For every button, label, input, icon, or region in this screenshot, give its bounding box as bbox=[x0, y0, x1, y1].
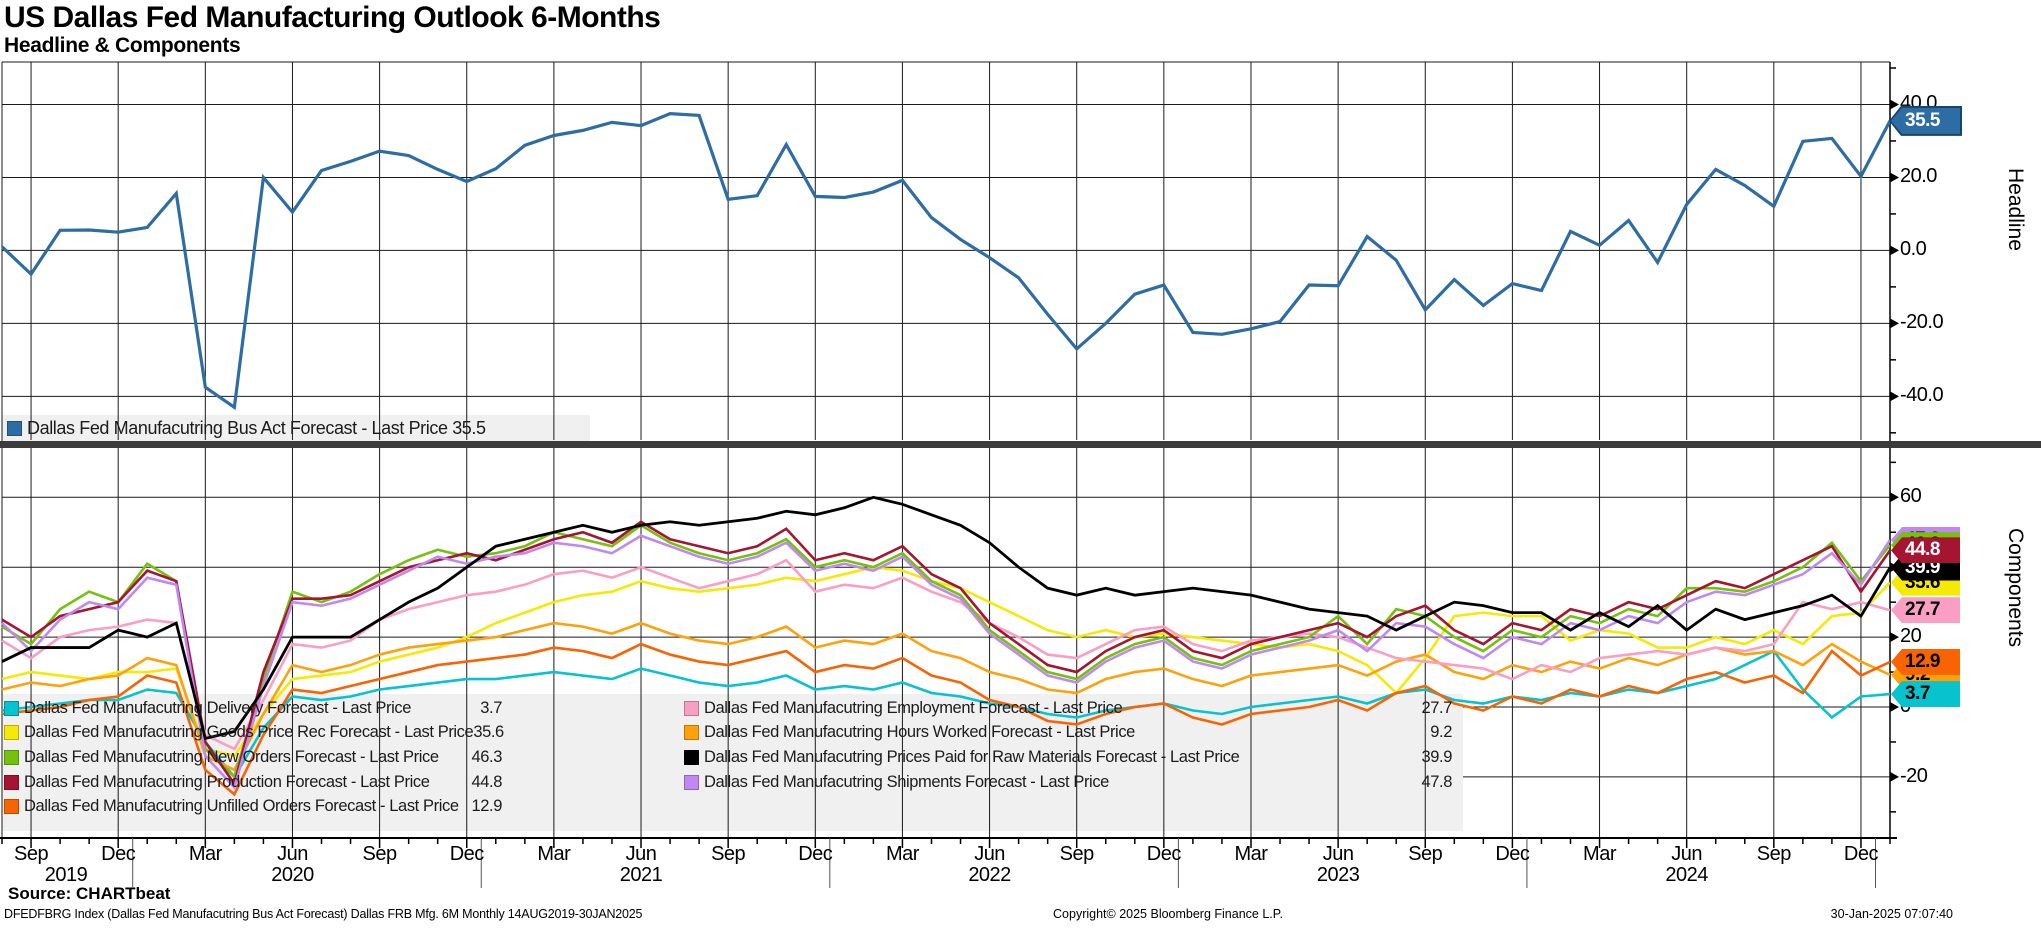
headline-ytick-label: -20.0 bbox=[1900, 311, 1944, 334]
legend-row: Dallas Fed Manufacutring Hours Worked Fo… bbox=[684, 721, 1456, 746]
x-axis-month-label: Jun bbox=[625, 843, 657, 865]
components-ytick-label: 20 bbox=[1900, 625, 1922, 648]
footer-copyright: Copyright© 2025 Bloomberg Finance L.P. bbox=[1053, 907, 1283, 921]
x-axis-month-label: Dec bbox=[449, 843, 485, 865]
legend-series-name: Dallas Fed Manufacutring Unfilled Orders… bbox=[24, 797, 459, 816]
legend-series-last-price: 3.7 bbox=[480, 698, 502, 717]
x-axis-month-label: Sep bbox=[1756, 843, 1792, 865]
legend-series-swatch bbox=[4, 700, 19, 716]
component-last-price-badge: 12.9 bbox=[1891, 648, 1960, 675]
headline-badge-value: 35.5 bbox=[1891, 107, 1960, 134]
x-axis-month-label: Jun bbox=[277, 843, 308, 865]
components-ytick-label: 60 bbox=[1900, 485, 1922, 508]
components-legend-left-column: Dallas Fed Manufacutring Delivery Foreca… bbox=[4, 696, 506, 819]
legend-series-swatch bbox=[684, 725, 699, 741]
footer-timestamp: 30-Jan-2025 07:07:40 bbox=[1830, 907, 1953, 921]
legend-series-name: Dallas Fed Manufacutring Delivery Foreca… bbox=[24, 698, 411, 717]
x-axis-year-label: 2020 bbox=[271, 864, 314, 886]
component-last-price-badge: 3.7 bbox=[1891, 681, 1960, 708]
x-axis-year-label: 2024 bbox=[1665, 864, 1708, 886]
x-axis-year-label: 2022 bbox=[968, 864, 1011, 886]
x-axis-month-label: Mar bbox=[188, 843, 222, 865]
x-axis-month-label: Sep bbox=[13, 843, 49, 865]
x-axis-year-label: 2021 bbox=[619, 864, 663, 886]
headline-last-price-badge: 35.5 bbox=[1889, 105, 1962, 136]
x-axis-month-label: Mar bbox=[885, 843, 919, 865]
headline-legend-background bbox=[2, 415, 590, 441]
x-axis-month-label: Sep bbox=[362, 843, 398, 865]
page-subtitle: Headline & Components bbox=[4, 34, 241, 57]
x-axis-year-label: 2023 bbox=[1316, 864, 1360, 886]
legend-series-swatch bbox=[684, 774, 699, 790]
legend-series-name: Dallas Fed Manufacutring Production Fore… bbox=[24, 772, 430, 791]
legend-series-swatch bbox=[684, 749, 699, 765]
legend-series-name: Dallas Fed Manufacutring Shipments Forec… bbox=[704, 772, 1109, 791]
x-axis-month-label: Dec bbox=[101, 843, 136, 865]
headline-ytick-label: 20.0 bbox=[1900, 165, 1937, 188]
legend-series-last-price: 44.8 bbox=[471, 772, 502, 791]
panel-divider bbox=[0, 441, 2041, 448]
x-axis-month-label: Jun bbox=[1322, 843, 1354, 865]
x-axis-month-label: Sep bbox=[1408, 843, 1443, 865]
components-legend-right-column: Dallas Fed Manufacutring Employment Fore… bbox=[684, 696, 1456, 794]
headline-axis-title: Headline bbox=[2004, 168, 2027, 251]
component-last-price-badge: 27.7 bbox=[1891, 597, 1960, 624]
x-axis-month-label: Dec bbox=[798, 843, 833, 865]
legend-row: Dallas Fed Manufacutring Unfilled Orders… bbox=[4, 794, 506, 819]
legend-series-last-price: 47.8 bbox=[1421, 772, 1452, 791]
footer-source: Source: CHARTbeat bbox=[8, 884, 171, 903]
legend-series-last-price: 27.7 bbox=[1421, 698, 1452, 717]
page-title: US Dallas Fed Manufacturing Outlook 6-Mo… bbox=[4, 1, 661, 34]
x-axis-year-label: 2019 bbox=[44, 864, 88, 886]
legend-row: Dallas Fed Manufacutring Prices Paid for… bbox=[684, 745, 1456, 770]
legend-series-swatch bbox=[684, 700, 699, 716]
legend-row: Dallas Fed Manufacutring Goods Price Rec… bbox=[4, 721, 506, 746]
headline-ytick-label: -40.0 bbox=[1900, 384, 1944, 407]
legend-series-name: Dallas Fed Manufacutring Prices Paid for… bbox=[704, 747, 1240, 766]
x-axis-month-label: Mar bbox=[537, 843, 571, 865]
legend-row: Dallas Fed Manufacutring Shipments Forec… bbox=[684, 770, 1456, 795]
legend-row: Dallas Fed Manufacutring New Orders Fore… bbox=[4, 745, 506, 770]
legend-series-name: Dallas Fed Manufacutring Employment Fore… bbox=[704, 698, 1123, 717]
components-axis-title: Components bbox=[2004, 528, 2027, 648]
legend-series-swatch bbox=[4, 774, 19, 790]
legend-series-swatch bbox=[4, 799, 19, 815]
legend-series-swatch bbox=[4, 725, 19, 741]
headline-legend: Dallas Fed Manufacutring Bus Act Forecas… bbox=[2, 415, 590, 441]
components-ytick-label: -20 bbox=[1900, 764, 1928, 787]
x-axis-month-label: Dec bbox=[1843, 843, 1879, 865]
x-axis-month-label: Mar bbox=[1583, 843, 1617, 865]
legend-series-name: Dallas Fed Manufacutring New Orders Fore… bbox=[24, 747, 439, 766]
x-axis-month-label: Dec bbox=[1146, 843, 1182, 865]
legend-row: Dallas Fed Manufacutring Production Fore… bbox=[4, 770, 506, 795]
legend-series-last-price: 39.9 bbox=[1421, 747, 1452, 766]
x-axis-month-label: Jun bbox=[974, 843, 1005, 865]
legend-row: Dallas Fed Manufacutring Employment Fore… bbox=[684, 696, 1456, 721]
legend-series-name: Dallas Fed Manufacutring Hours Worked Fo… bbox=[704, 723, 1135, 742]
headline-legend-label: Dallas Fed Manufacutring Bus Act Forecas… bbox=[27, 417, 486, 438]
headline-ytick-label: 0.0 bbox=[1900, 238, 1927, 261]
legend-series-last-price: 46.3 bbox=[471, 747, 502, 766]
legend-series-name: Dallas Fed Manufacutring Goods Price Rec… bbox=[24, 723, 474, 742]
legend-row: Dallas Fed Manufacutring Delivery Foreca… bbox=[4, 696, 506, 721]
legend-series-last-price: 12.9 bbox=[471, 797, 502, 816]
footer-description: DFEDFBRG Index (Dallas Fed Manufacutring… bbox=[4, 907, 643, 921]
x-axis-month-label: Mar bbox=[1234, 843, 1268, 865]
x-axis-month-label: Dec bbox=[1495, 843, 1530, 865]
x-axis-month-label: Sep bbox=[1059, 843, 1095, 865]
component-last-price-badge: 44.8 bbox=[1891, 537, 1960, 564]
x-axis-month-label: Jun bbox=[1671, 843, 1703, 865]
headline-series-swatch bbox=[7, 420, 22, 436]
legend-series-last-price: 35.6 bbox=[473, 723, 504, 742]
legend-series-last-price: 9.2 bbox=[1430, 723, 1452, 742]
legend-series-swatch bbox=[4, 749, 19, 765]
x-axis-month-label: Sep bbox=[711, 843, 746, 865]
